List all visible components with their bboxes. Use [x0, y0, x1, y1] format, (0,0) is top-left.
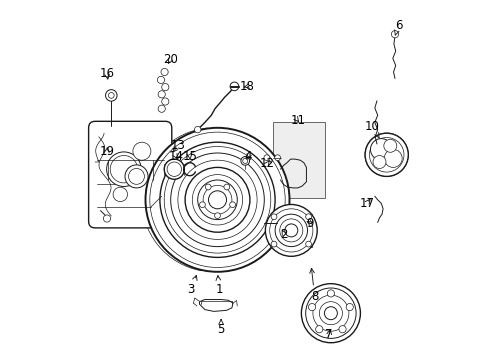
Circle shape	[383, 139, 396, 152]
Circle shape	[158, 105, 165, 112]
Circle shape	[145, 128, 289, 272]
Circle shape	[108, 93, 114, 98]
Circle shape	[149, 132, 285, 267]
Circle shape	[265, 204, 317, 256]
Circle shape	[103, 215, 110, 222]
Circle shape	[192, 175, 242, 225]
Circle shape	[270, 214, 276, 220]
Circle shape	[162, 84, 168, 91]
Bar	[273, 122, 325, 198]
Circle shape	[270, 241, 276, 247]
Circle shape	[274, 155, 280, 161]
Circle shape	[372, 156, 385, 168]
Circle shape	[242, 158, 247, 163]
Circle shape	[170, 153, 264, 247]
Circle shape	[205, 184, 211, 190]
Circle shape	[105, 90, 117, 101]
Circle shape	[301, 284, 360, 343]
Text: 13: 13	[170, 139, 185, 152]
Circle shape	[125, 165, 148, 188]
Circle shape	[161, 68, 168, 76]
Circle shape	[312, 295, 348, 331]
Text: 10: 10	[364, 120, 379, 138]
Circle shape	[208, 191, 226, 209]
Circle shape	[326, 290, 334, 297]
Circle shape	[113, 187, 127, 202]
Circle shape	[164, 159, 184, 179]
Text: 4: 4	[244, 150, 251, 163]
Circle shape	[128, 168, 144, 184]
Circle shape	[160, 142, 275, 257]
Bar	[270, 214, 311, 247]
Text: 14: 14	[168, 150, 183, 163]
Circle shape	[185, 167, 249, 232]
Circle shape	[275, 214, 307, 247]
Circle shape	[346, 303, 353, 311]
Text: 11: 11	[290, 114, 305, 127]
Circle shape	[106, 152, 141, 186]
Circle shape	[194, 126, 201, 133]
Circle shape	[133, 142, 151, 160]
Text: 1: 1	[215, 275, 223, 296]
Circle shape	[279, 219, 302, 242]
Text: 15: 15	[182, 150, 197, 163]
Circle shape	[230, 82, 238, 91]
Polygon shape	[199, 300, 232, 311]
Text: 20: 20	[163, 53, 178, 66]
Circle shape	[370, 139, 391, 160]
Text: 9: 9	[305, 217, 313, 230]
Text: 7: 7	[325, 328, 332, 341]
Text: 12: 12	[259, 157, 274, 170]
Circle shape	[338, 325, 346, 333]
Circle shape	[315, 325, 322, 333]
Circle shape	[305, 214, 311, 220]
Circle shape	[162, 98, 168, 105]
Circle shape	[203, 185, 231, 214]
Circle shape	[197, 180, 237, 220]
Circle shape	[390, 31, 398, 38]
Circle shape	[319, 302, 342, 325]
Text: 18: 18	[240, 80, 254, 93]
Circle shape	[214, 213, 220, 219]
Circle shape	[158, 91, 165, 98]
Text: 6: 6	[394, 19, 402, 35]
Circle shape	[229, 202, 235, 208]
Circle shape	[199, 202, 205, 208]
Circle shape	[264, 155, 269, 161]
Circle shape	[164, 147, 270, 253]
Circle shape	[110, 156, 137, 183]
Circle shape	[324, 307, 337, 320]
Text: 16: 16	[99, 67, 114, 80]
Text: 19: 19	[99, 145, 114, 158]
Circle shape	[384, 149, 401, 167]
Circle shape	[305, 288, 355, 338]
Circle shape	[157, 76, 164, 84]
Circle shape	[368, 138, 403, 172]
Circle shape	[224, 184, 229, 190]
FancyBboxPatch shape	[88, 121, 171, 228]
Text: 3: 3	[187, 275, 197, 296]
Circle shape	[178, 160, 257, 239]
Text: 2: 2	[280, 228, 287, 240]
Circle shape	[365, 133, 407, 176]
Circle shape	[308, 303, 315, 311]
Circle shape	[241, 157, 249, 165]
Circle shape	[305, 241, 311, 247]
Circle shape	[269, 209, 312, 252]
Circle shape	[284, 224, 297, 237]
Text: 8: 8	[309, 268, 318, 303]
Text: 5: 5	[217, 320, 224, 336]
Text: 17: 17	[359, 197, 374, 210]
Circle shape	[167, 162, 181, 176]
